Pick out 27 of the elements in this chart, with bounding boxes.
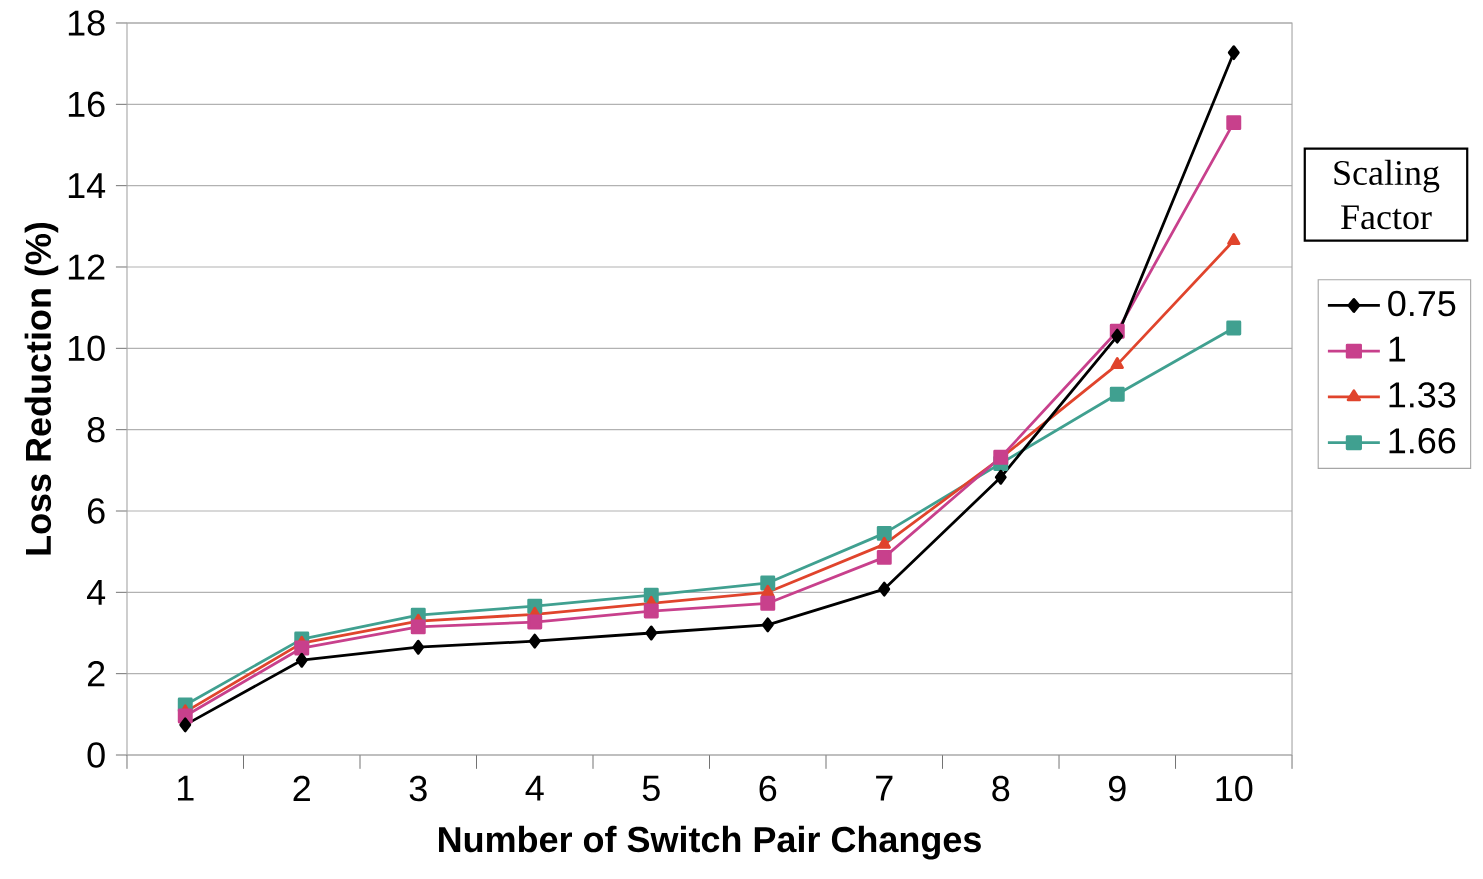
x-tick-label: 8 xyxy=(992,775,1010,802)
y-tick-label: 0 xyxy=(87,742,105,768)
x-tick-label: 1 xyxy=(177,775,194,801)
x-tick-label: 7 xyxy=(876,775,893,801)
y-tick-label: 14 xyxy=(68,173,106,199)
y-tick-label: 2 xyxy=(87,661,105,687)
x-tick-label: 4 xyxy=(525,775,544,801)
y-tick-label: 12 xyxy=(68,254,105,280)
y-tick-label: 4 xyxy=(86,579,106,605)
legend-label: 0.75 xyxy=(1388,290,1456,317)
x-tick-label: 2 xyxy=(293,775,310,801)
y-tick-label: 10 xyxy=(68,335,105,362)
x-tick-label: 3 xyxy=(409,775,427,802)
y-tick-label: 8 xyxy=(87,416,105,443)
legend-label: 1.33 xyxy=(1389,382,1456,408)
x-tick-label: 6 xyxy=(759,775,777,802)
legend-label: 1.66 xyxy=(1389,428,1456,454)
y-tick-label: 16 xyxy=(68,91,105,118)
legend-label: 1 xyxy=(1389,336,1406,362)
y-tick-label: 6 xyxy=(87,498,105,524)
legend-title: Scaling Factor xyxy=(1334,159,1440,230)
y-axis-title: Loss Reduction (%) xyxy=(24,222,59,555)
x-tick-label: 9 xyxy=(1108,775,1126,802)
x-axis-title: Number of Switch Pair Changes xyxy=(439,825,981,860)
x-tick-label: 10 xyxy=(1216,775,1253,802)
x-tick-label: 5 xyxy=(642,775,660,801)
y-tick-label: 18 xyxy=(68,10,105,36)
